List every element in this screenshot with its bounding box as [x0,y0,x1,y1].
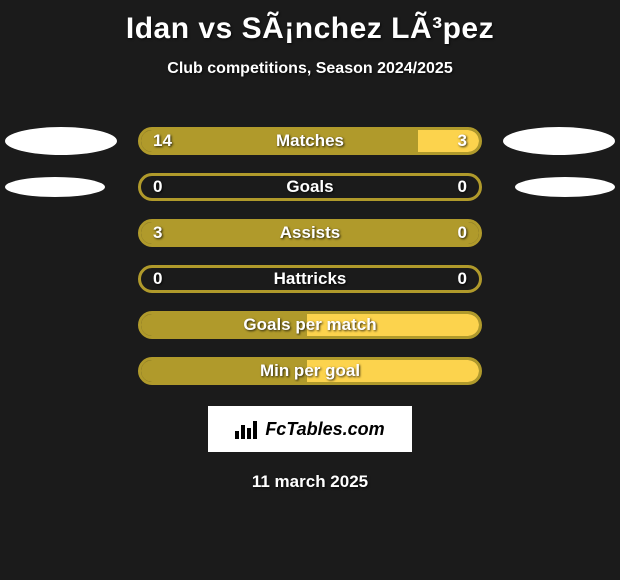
left-value: 14 [153,131,172,151]
stat-row: 0 0 Goals [0,164,620,210]
stat-row: Min per goal [0,348,620,394]
stat-label: Matches [276,131,344,151]
bars-icon [235,419,259,439]
bar-fill-right [418,130,479,152]
stat-bar: 0 0 Hattricks [138,265,482,293]
left-ellipse [5,177,105,197]
chart-date: 11 march 2025 [0,472,620,492]
stat-rows: 14 3 Matches 0 0 Goals 3 0 Assists 0 0 Hattricks Goa… [0,118,620,394]
stat-bar: Min per goal [138,357,482,385]
stat-bar: 3 0 Assists [138,219,482,247]
fctables-logo[interactable]: FcTables.com [208,406,412,452]
left-value: 0 [153,269,162,289]
stat-bar: Goals per match [138,311,482,339]
right-value: 0 [458,223,467,243]
stat-row: 0 0 Hattricks [0,256,620,302]
right-value: 3 [458,131,467,151]
stat-row: 14 3 Matches [0,118,620,164]
logo-text: FcTables.com [265,419,384,440]
right-ellipse [503,127,615,155]
left-value: 0 [153,177,162,197]
right-ellipse [515,177,615,197]
stat-label: Goals [286,177,333,197]
stat-bar: 0 0 Goals [138,173,482,201]
left-ellipse [5,127,117,155]
left-value: 3 [153,223,162,243]
page-subtitle: Club competitions, Season 2024/2025 [0,60,620,78]
stat-row: Goals per match [0,302,620,348]
stat-label: Assists [280,223,340,243]
stat-label: Min per goal [260,361,360,381]
page-title: Idan vs SÃ¡nchez LÃ³pez [0,0,620,46]
stat-row: 3 0 Assists [0,210,620,256]
right-value: 0 [458,177,467,197]
stat-label: Hattricks [274,269,347,289]
stat-label: Goals per match [243,315,376,335]
comparison-chart: Idan vs SÃ¡nchez LÃ³pez Club competition… [0,0,620,580]
stat-bar: 14 3 Matches [138,127,482,155]
right-value: 0 [458,269,467,289]
